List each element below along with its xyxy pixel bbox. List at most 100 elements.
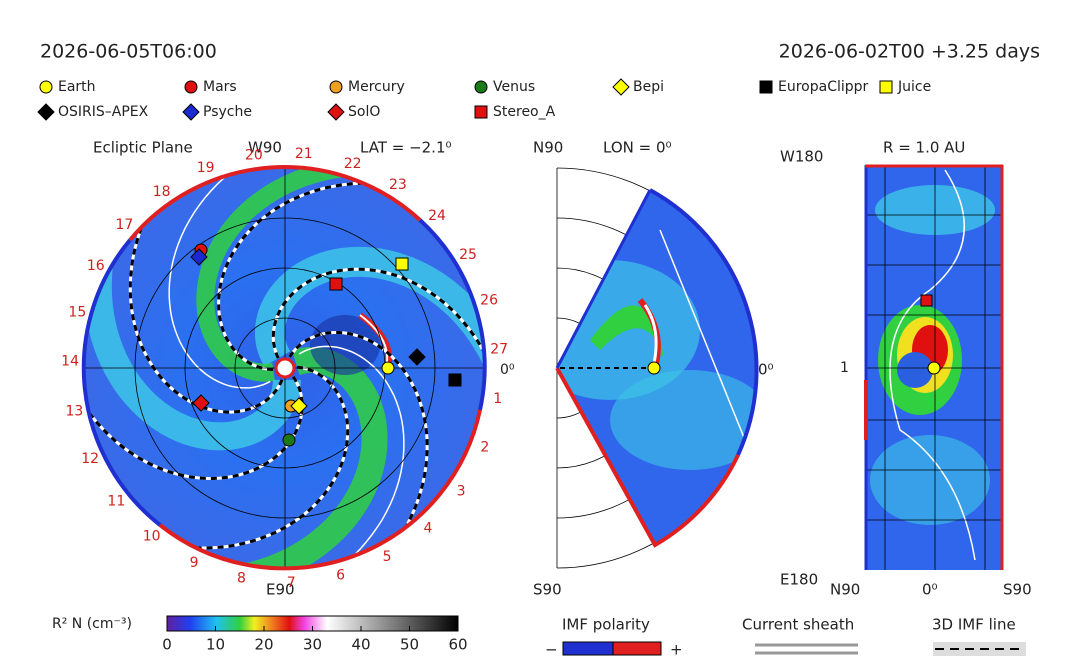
marker <box>474 80 488 94</box>
colorbar-tick-label: 10 <box>206 636 225 654</box>
radius: R = 1.0 AU <box>883 139 965 157</box>
axis-label: 0⁰ <box>758 361 774 379</box>
key-plus: + <box>670 641 683 659</box>
marker <box>381 361 395 375</box>
band <box>196 168 485 382</box>
legend-label: Bepi <box>633 79 664 95</box>
marker <box>879 80 893 94</box>
shadow <box>310 315 380 375</box>
rim-label: 12 <box>81 451 99 467</box>
lon: LON = 0⁰ <box>603 139 672 157</box>
rim-label: 10 <box>143 529 161 545</box>
marker <box>39 80 53 94</box>
imf-line <box>85 365 350 550</box>
legend-label: OSIRIS–APEX <box>58 104 149 120</box>
ecliptic-panel: Ecliptic Plane W90 LAT = −2.1⁰ E90 0⁰ 12… <box>61 139 515 599</box>
axis-label: N90 <box>533 139 563 157</box>
rim-label: 7 <box>287 575 296 591</box>
imf-line <box>271 267 485 513</box>
axis-label: 0⁰ <box>922 581 938 599</box>
rim-label: 6 <box>336 568 345 584</box>
marker <box>190 248 208 266</box>
marker <box>37 103 55 121</box>
legend-label: Psyche <box>203 104 252 120</box>
rim-label: 14 <box>61 354 79 370</box>
colorbar-tick-label: 0 <box>162 636 172 654</box>
rim-label: 8 <box>237 571 246 587</box>
legend-label: Stereo_A <box>493 104 556 120</box>
legend-label: Mars <box>203 79 237 95</box>
marker <box>290 397 308 415</box>
map-panel: W180 R = 1.0 AU 1 E180 N90 0⁰ S90 <box>780 139 1032 599</box>
rim-label: 15 <box>68 304 86 320</box>
legend-label: EuropaClippr <box>778 79 869 95</box>
time: 2026-06-05T06:00 <box>40 41 217 63</box>
colorbar-tick-label: 20 <box>254 636 273 654</box>
rim-label: 20 <box>245 147 263 163</box>
sheath <box>168 168 377 389</box>
marker <box>759 80 773 94</box>
rim-label: 3 <box>457 483 466 499</box>
band <box>255 246 485 493</box>
meridional-panel: N90 LON = 0⁰ 0⁰ S90 <box>533 139 774 599</box>
legend-label: Mercury <box>348 79 405 95</box>
lat: LAT = −2.1⁰ <box>360 139 452 157</box>
colorbar-tick-label: 40 <box>351 636 370 654</box>
rim-label: 19 <box>197 160 215 176</box>
axis-label: E180 <box>780 571 818 589</box>
rim-label: 24 <box>428 208 446 224</box>
imf-line <box>217 181 485 371</box>
colorbar-tick-label: 60 <box>448 636 467 654</box>
imf-line <box>279 331 429 568</box>
colorbar-ticks: 0 10 20 30 40 50 60 <box>162 626 468 654</box>
marker <box>329 277 343 291</box>
legend-label: Earth <box>58 79 96 95</box>
key-title: Current sheath <box>742 616 854 634</box>
legend: Earth Mars Mercury Venus Bepi EuropaClippr Jui… <box>37 78 931 121</box>
marker <box>182 103 200 121</box>
axis-label: N90 <box>830 581 860 599</box>
imf-line <box>128 168 284 414</box>
marker <box>192 394 210 412</box>
bodies <box>190 243 462 447</box>
key-minus: − <box>545 641 558 659</box>
rim-label: 27 <box>490 341 508 357</box>
marker <box>327 103 345 121</box>
rim-label: 13 <box>66 403 84 419</box>
rim-label: 2 <box>480 439 489 455</box>
rim <box>128 165 422 242</box>
axis-label: W90 <box>248 139 282 157</box>
colorbar-tick-label: 30 <box>303 636 322 654</box>
rim-label: 25 <box>459 247 477 263</box>
sheath-key <box>755 643 858 655</box>
rim-label: 11 <box>107 493 125 509</box>
legend-label: SolO <box>348 104 380 120</box>
key-title: IMF polarity <box>562 616 650 634</box>
rim-label: 23 <box>389 177 407 193</box>
marker <box>329 80 343 94</box>
axis-label: W180 <box>780 148 823 166</box>
run: 2026-06-02T00 +3.25 days <box>779 41 1040 63</box>
axis-label: S90 <box>1003 581 1032 599</box>
key-title: 3D IMF line <box>932 616 1016 634</box>
legend-label: Venus <box>493 79 535 95</box>
rim-label: 1 <box>493 391 502 407</box>
imf-line <box>85 259 304 481</box>
rim-label: 21 <box>295 146 313 162</box>
rim-label: 9 <box>190 555 199 571</box>
colorbar-tick-label: 50 <box>400 636 419 654</box>
imf-key-bg <box>933 642 1026 656</box>
colorbar-label: R² N (cm⁻³) <box>52 616 132 632</box>
polarity-pos <box>612 641 662 656</box>
marker <box>408 348 426 366</box>
marker <box>282 433 296 447</box>
marker <box>395 257 409 271</box>
panel-title: Ecliptic Plane <box>93 139 193 157</box>
sheath <box>203 345 405 568</box>
legend-label: Juice <box>897 79 931 95</box>
rim-label: 17 <box>115 217 133 233</box>
rim-label: 18 <box>153 184 171 200</box>
marker <box>474 105 488 119</box>
